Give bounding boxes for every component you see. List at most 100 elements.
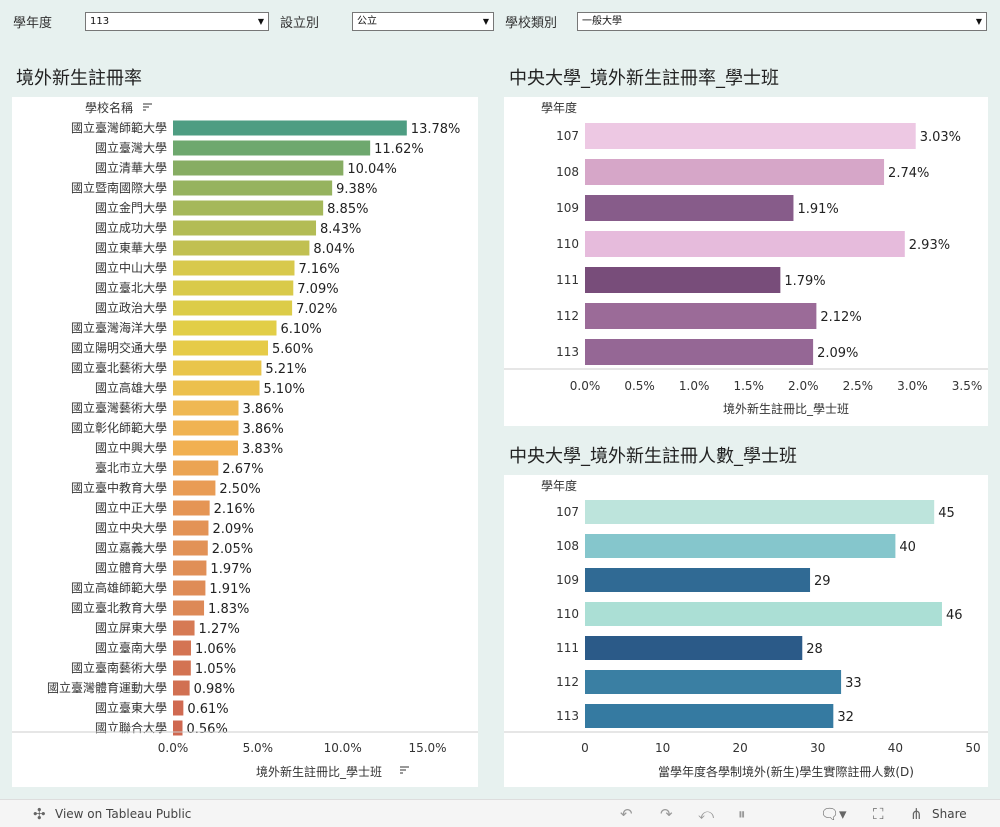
x-tick-label: 10 bbox=[655, 741, 670, 755]
bar[interactable] bbox=[173, 660, 191, 676]
bar[interactable] bbox=[173, 180, 333, 196]
bar[interactable] bbox=[173, 600, 205, 616]
bar[interactable] bbox=[585, 231, 905, 257]
chevron-down-icon: ▼ bbox=[975, 17, 982, 26]
bar[interactable] bbox=[585, 267, 781, 293]
x-tick-label: 0.0% bbox=[570, 379, 601, 393]
category-label: 國立臺灣藝術大學 bbox=[71, 400, 167, 415]
bar[interactable] bbox=[173, 700, 184, 716]
bar[interactable] bbox=[585, 704, 834, 728]
data-label: 13.78% bbox=[411, 122, 461, 137]
bar[interactable] bbox=[173, 380, 260, 396]
bar[interactable] bbox=[173, 720, 183, 736]
school-enrollment-chart[interactable]: 學校名稱 國立臺灣師範大學 13.78% 國立臺灣大學 11.62% 國立清華大學 10.… bbox=[12, 97, 478, 787]
bar[interactable] bbox=[173, 580, 206, 596]
bar[interactable] bbox=[585, 500, 935, 524]
category-label: 112 bbox=[556, 309, 579, 323]
bar[interactable] bbox=[173, 420, 239, 436]
x-axis-title: 當學年度各學制境外(新生)學生實際註冊人數(D) bbox=[658, 764, 914, 779]
category-label: 國立聯合大學 bbox=[95, 720, 167, 735]
data-label: 0.56% bbox=[187, 722, 228, 737]
bottom-right-chart-panel: 學年度 107 45 108 40 109 29 110 46 111 28 112 33 113 32 … bbox=[504, 475, 988, 787]
data-label: 6.10% bbox=[280, 322, 321, 337]
data-label: 1.27% bbox=[199, 622, 240, 637]
bar[interactable] bbox=[173, 300, 293, 316]
bar[interactable] bbox=[173, 340, 269, 356]
bar[interactable] bbox=[173, 320, 277, 336]
share-icon[interactable]: ⋔ bbox=[910, 805, 923, 823]
year-filter-value: 113 bbox=[90, 16, 110, 27]
bar[interactable] bbox=[173, 680, 190, 696]
bar[interactable] bbox=[173, 240, 310, 256]
sort-icon[interactable] bbox=[143, 103, 152, 111]
bar[interactable] bbox=[173, 500, 210, 516]
bar[interactable] bbox=[173, 360, 262, 376]
revert-icon[interactable]: ⤺ bbox=[698, 805, 715, 823]
column-header: 學年度 bbox=[541, 100, 577, 115]
data-label: 1.91% bbox=[209, 582, 250, 597]
data-label: 7.09% bbox=[297, 282, 338, 297]
x-axis-title: 境外新生註冊比_學士班 bbox=[256, 764, 382, 779]
view-on-tableau-link[interactable]: View on Tableau Public bbox=[55, 807, 192, 821]
category-label: 110 bbox=[556, 607, 579, 621]
category-label: 國立屏東大學 bbox=[95, 620, 167, 635]
bar[interactable] bbox=[585, 123, 916, 149]
type-filter-select[interactable]: 公立 ▼ bbox=[352, 12, 494, 31]
data-label: 5.21% bbox=[265, 362, 306, 377]
category-label: 國立臺北大學 bbox=[95, 280, 167, 295]
bar[interactable] bbox=[173, 460, 219, 476]
bar[interactable] bbox=[173, 120, 407, 136]
bar[interactable] bbox=[585, 568, 811, 592]
redo-icon[interactable]: ↷ bbox=[660, 805, 673, 823]
category-filter-value: 一般大學 bbox=[582, 16, 622, 27]
bar[interactable] bbox=[173, 140, 371, 156]
data-label: 1.79% bbox=[784, 274, 825, 289]
share-button[interactable]: Share bbox=[932, 807, 967, 821]
bar[interactable] bbox=[585, 195, 794, 221]
bar[interactable] bbox=[173, 160, 344, 176]
bar[interactable] bbox=[173, 200, 324, 216]
data-label: 28 bbox=[806, 642, 823, 657]
category-label: 國立臺灣體育運動大學 bbox=[47, 680, 167, 695]
data-label: 11.62% bbox=[374, 142, 424, 157]
comment-icon[interactable]: 🗨▾ bbox=[820, 805, 847, 823]
data-label: 2.12% bbox=[820, 310, 861, 325]
bar[interactable] bbox=[173, 640, 191, 656]
fullscreen-icon[interactable]: ⛶ bbox=[873, 805, 884, 823]
bar[interactable] bbox=[173, 280, 294, 296]
chevron-down-icon: ▼ bbox=[257, 17, 264, 26]
bar[interactable] bbox=[173, 400, 239, 416]
year-filter-select[interactable]: 113 ▼ bbox=[85, 12, 269, 31]
category-filter-select[interactable]: 一般大學 ▼ bbox=[577, 12, 987, 31]
x-tick-label: 3.0% bbox=[897, 379, 928, 393]
undo-icon[interactable]: ↶ bbox=[620, 805, 633, 823]
category-label: 國立中興大學 bbox=[95, 440, 167, 455]
category-label: 國立臺南藝術大學 bbox=[71, 660, 167, 675]
bar[interactable] bbox=[173, 540, 208, 556]
bar[interactable] bbox=[585, 339, 814, 365]
bar[interactable] bbox=[173, 260, 295, 276]
bar[interactable] bbox=[173, 620, 195, 636]
pause-icon[interactable]: ⏸ bbox=[738, 805, 746, 823]
category-label: 國立臺灣師範大學 bbox=[71, 120, 167, 135]
ncu-rate-chart[interactable]: 學年度 107 3.03% 108 2.74% 109 1.91% 110 2.93% 111 1… bbox=[504, 97, 988, 426]
bar[interactable] bbox=[585, 670, 842, 694]
bar[interactable] bbox=[173, 440, 238, 456]
category-label: 111 bbox=[556, 273, 579, 287]
bar[interactable] bbox=[173, 220, 317, 236]
category-label: 國立臺東大學 bbox=[95, 700, 167, 715]
bar[interactable] bbox=[585, 602, 942, 626]
bar[interactable] bbox=[173, 520, 209, 536]
data-label: 5.60% bbox=[272, 342, 313, 357]
bar[interactable] bbox=[585, 303, 817, 329]
bar[interactable] bbox=[585, 636, 803, 660]
bar[interactable] bbox=[173, 480, 216, 496]
bar[interactable] bbox=[585, 159, 885, 185]
bar[interactable] bbox=[585, 534, 896, 558]
data-label: 2.74% bbox=[888, 166, 929, 181]
bar[interactable] bbox=[173, 560, 207, 576]
data-label: 32 bbox=[837, 710, 854, 725]
category-label: 國立中正大學 bbox=[95, 500, 167, 515]
sort-icon[interactable] bbox=[400, 766, 409, 774]
